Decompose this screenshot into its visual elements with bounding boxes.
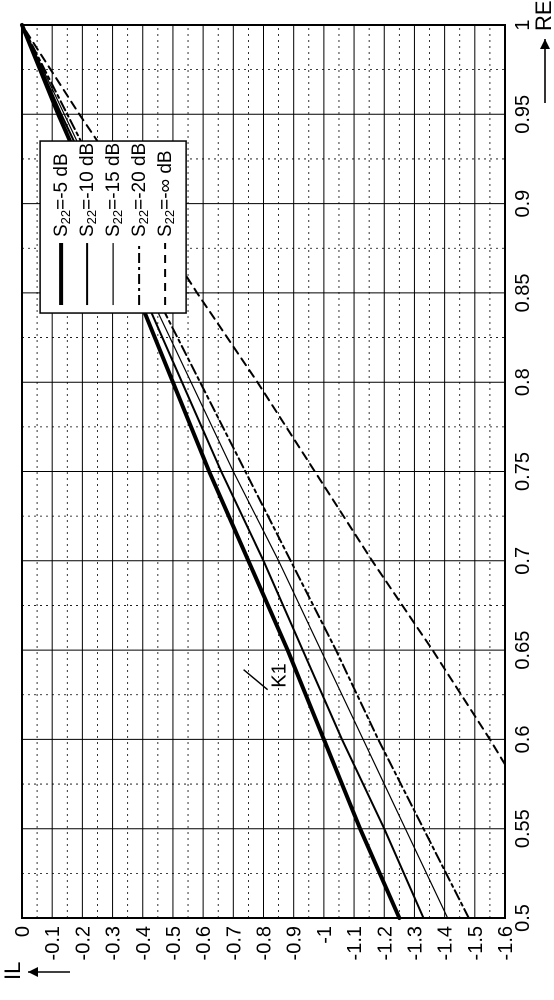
y-tick-label: -1.2 bbox=[374, 926, 396, 960]
y-tick-label: -1 bbox=[314, 926, 336, 944]
y-tick-label: -1.3 bbox=[404, 926, 426, 960]
x-tick-label: 0.75 bbox=[512, 452, 534, 491]
y-tick-label: -0.1 bbox=[42, 926, 64, 960]
y-tick-label: -0.6 bbox=[193, 926, 215, 960]
x-tick-label: 0.7 bbox=[512, 547, 534, 575]
x-tick-label: 0.8 bbox=[512, 368, 534, 396]
x-tick-label: 0.9 bbox=[512, 190, 534, 218]
y-tick-label: -0.4 bbox=[133, 926, 155, 960]
y-tick-label: -1.5 bbox=[465, 926, 487, 960]
x-tick-label: 0.85 bbox=[512, 273, 534, 312]
y-tick-label: -0.8 bbox=[254, 926, 276, 960]
y-tick-label: -0.7 bbox=[223, 926, 245, 960]
x-tick-label: 0.65 bbox=[512, 631, 534, 670]
y-tick-label: -1.1 bbox=[344, 926, 366, 960]
il-vs-ref-chart: 0.50.550.60.650.70.750.80.850.90.9510-0.… bbox=[0, 0, 554, 1000]
legend: S22=-5 dBS22=-10 dBS22=-15 dBS22=-20 dBS… bbox=[40, 141, 186, 313]
y-tick-label: -1.4 bbox=[435, 926, 457, 960]
x-tick-label: 0.95 bbox=[512, 95, 534, 134]
legend-label: S22=-5 dB bbox=[51, 153, 73, 237]
y-tick-label: -0.3 bbox=[103, 926, 125, 960]
y-tick-label: -0.9 bbox=[284, 926, 306, 960]
y-axis-label: IL bbox=[0, 962, 25, 980]
y-tick-label: -0.2 bbox=[72, 926, 94, 960]
y-tick-label: 0 bbox=[12, 926, 34, 937]
y-tick-label: -1.6 bbox=[495, 926, 517, 960]
y-tick-label: -0.5 bbox=[163, 926, 185, 960]
x-tick-label: 0.55 bbox=[512, 809, 534, 848]
x-tick-label: 0.6 bbox=[512, 725, 534, 753]
y-tick-labels: 0-0.1-0.2-0.3-0.4-0.5-0.6-0.7-0.8-0.9-1-… bbox=[12, 926, 517, 960]
x-axis-label: REF bbox=[531, 0, 554, 31]
annotation-k1: K1 bbox=[269, 663, 291, 687]
